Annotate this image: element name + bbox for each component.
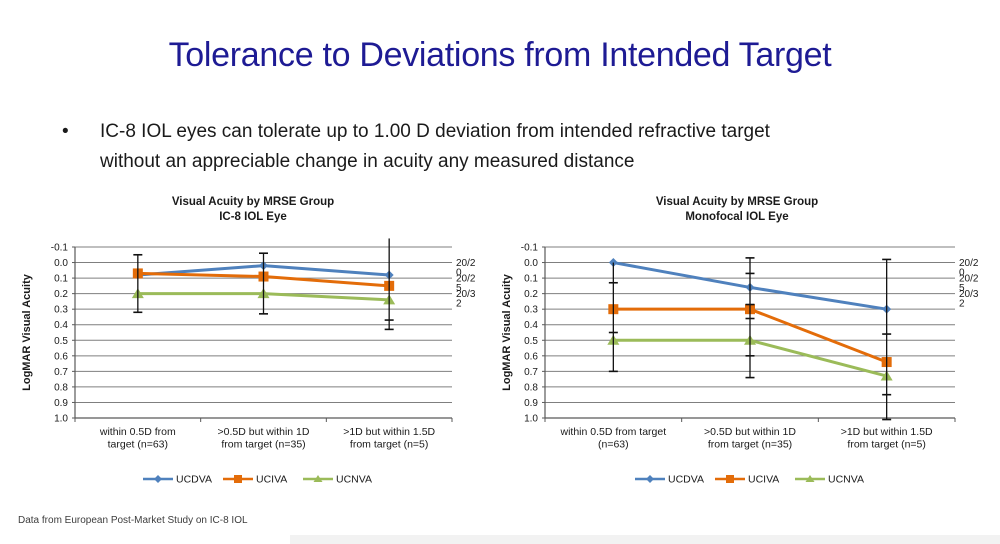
bullet-text: IC-8 IOL eyes can tolerate up to 1.00 D … [100,117,770,177]
y-tick-label: 0.1 [524,274,538,285]
x-category-label: >0.5D but within 1D [218,426,310,438]
y-tick-label: 0.9 [54,398,68,409]
y-tick-label: 1.0 [524,414,538,425]
y-tick-label: -0.1 [51,243,69,254]
right-axis-label: 20/2 0 [959,258,979,279]
chart-monofocal-iol-eye: Visual Acuity by MRSE Group Monofocal IO… [498,192,1000,504]
chart-ic8-iol-eye: Visual Acuity by MRSE Group IC-8 IOL Eye… [0,192,500,504]
y-tick-label: 0.6 [54,351,68,362]
y-tick-label: 0.8 [54,382,68,393]
chart-title-ic8: Visual Acuity by MRSE Group IC-8 IOL Eye [103,195,403,225]
legend-marker-ucnva [313,475,323,482]
y-tick-label: 0.3 [524,305,538,316]
y-tick-label: 0.9 [524,398,538,409]
y-tick-label: 0.4 [524,320,538,331]
x-category-label: from target (n=35) [708,439,792,451]
y-tick-label: -0.1 [521,243,539,254]
bullet-line-2: without an appreciable change in acuity … [100,151,635,172]
chart-title-monofocal: Visual Acuity by MRSE Group Monofocal IO… [587,195,887,225]
right-axis-label: 20/3 2 [456,289,476,310]
right-axis-label: 20/2 5 [456,274,476,295]
right-axis-label: 20/2 0 [456,258,476,279]
y-tick-label: 0.5 [54,336,68,347]
x-category-label: >1D but within 1.5D [343,426,435,438]
legend-label-ucnva: UCNVA [828,474,864,486]
y-tick-label: 0.0 [54,258,68,269]
legend-marker-ucdva [154,475,162,483]
y-tick-label: 0.0 [524,258,538,269]
y-tick-label: 0.6 [524,351,538,362]
y-tick-label: 0.2 [54,289,68,300]
y-tick-label: 0.3 [54,305,68,316]
x-category-label: target (n=63) [108,439,168,451]
y-tick-label: 0.5 [524,336,538,347]
plot-monofocal: -0.1 0.0 0.1 0.2 0.3 0.4 0.5 0.6 0.7 0.8 0.9 1.0 20/… [501,243,979,486]
y-tick-label: 0.2 [524,289,538,300]
y-tick-label: 1.0 [54,414,68,425]
y-tick-label: 0.8 [524,382,538,393]
y-tick-label: 0.7 [54,367,68,378]
x-category-label: >1D but within 1.5D [841,426,933,438]
x-category-label: within 0.5D from [99,426,176,438]
y-tick-label: 0.7 [524,367,538,378]
x-category-label: within 0.5D from target [560,426,667,438]
plot-ic8: -0.1 0.0 0.1 0.2 0.3 0.4 0.5 0.6 0.7 0.8 0.9 1.0 20/… [21,238,476,486]
legend-marker-uciva [234,475,242,483]
right-axis-label: 20/2 5 [959,274,979,295]
legend-label-ucdva: UCDVA [668,474,704,486]
chart-title-line1: Visual Acuity by MRSE Group [655,196,819,208]
legend-marker-ucdva [646,475,654,483]
legend-label-uciva: UCIVA [256,474,287,486]
legend-label-ucnva: UCNVA [336,474,372,486]
x-category-label: from target (n=35) [221,439,305,451]
x-category-label: >0.5D but within 1D [704,426,796,438]
legend-label-ucdva: UCDVA [176,474,212,486]
x-category-label: from target (n=5) [847,439,926,451]
bullet-line-1: IC-8 IOL eyes can tolerate up to 1.00 D … [100,121,770,142]
chart-title-line1: Visual Acuity by MRSE Group [171,196,335,208]
bullet-marker: • [62,121,69,142]
y-axis-title: LogMAR Visual Acuity [501,273,513,391]
chart-title-line2: Monofocal IOL Eye [685,211,789,223]
bullet-item: • IC-8 IOL eyes can tolerate up to 1.00 … [62,117,942,177]
y-tick-label: 0.4 [54,320,68,331]
legend-marker-uciva [726,475,734,483]
y-tick-label: 0.1 [54,274,68,285]
footnote: Data from European Post-Market Study on … [18,515,248,526]
legend-marker-ucnva [805,475,815,482]
right-axis-label: 20/3 2 [959,289,979,310]
slide-title: Tolerance to Deviations from Intended Ta… [168,36,832,74]
x-category-label: (n=63) [598,439,629,451]
legend-label-uciva: UCIVA [748,474,779,486]
y-axis-title: LogMAR Visual Acuity [21,273,33,391]
chart-title-line2: IC-8 IOL Eye [219,211,287,223]
x-category-label: from target (n=5) [350,439,429,451]
bottom-strip [290,535,1000,544]
